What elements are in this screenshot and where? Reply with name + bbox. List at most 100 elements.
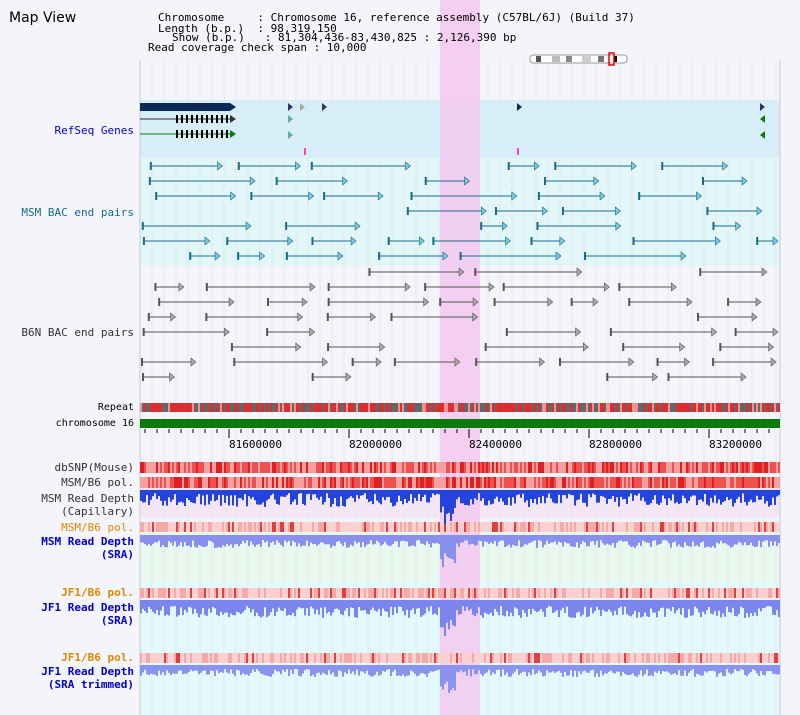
jf1-trim-depth-bar	[454, 665, 456, 691]
repeat-segment	[200, 403, 202, 412]
repeat-segment	[186, 403, 188, 412]
jf1-sra-depth-bar	[274, 600, 276, 617]
msm-sra-depth-bar	[694, 535, 696, 547]
repeat-segment	[416, 403, 418, 412]
msm-capillary-depth-bar	[566, 490, 568, 499]
msm-pol-cell	[152, 477, 154, 488]
msm-capillary-depth-bar	[498, 490, 500, 502]
b6n-bac-label[interactable]: B6N BAC end pairs	[21, 326, 134, 339]
msm-pol-cell	[520, 477, 522, 488]
msm-capillary-depth-bar	[432, 490, 434, 494]
jf1-pol-cell	[496, 588, 498, 598]
msm-pol-sra-cell	[228, 522, 230, 532]
dbsnp-cell	[556, 462, 558, 473]
msm-sra-depth-bar	[456, 535, 458, 544]
jf1-pol-cell	[776, 588, 778, 598]
jf1-sra-depth-bar	[548, 600, 550, 607]
jf1-pol-trim-cell	[166, 653, 168, 663]
msm-pol-sra-cell	[542, 522, 544, 532]
jf1-pol-trim-cell	[576, 653, 578, 663]
jf1-pol-trim-cell	[146, 653, 148, 663]
msm-b6-pol-sra-label[interactable]: MSM/B6 pol.	[61, 521, 134, 534]
msm-pol-cell	[638, 477, 640, 488]
jf1-pol-trim-cell	[194, 653, 196, 663]
msm-pol-cell	[468, 477, 470, 488]
msm-pol-sra-cell	[550, 522, 552, 532]
repeat-segment	[354, 403, 356, 412]
jf1-trim-depth-bar	[304, 665, 306, 671]
msm-pol-sra-cell	[262, 522, 264, 532]
msm-pol-sra-cell	[558, 522, 560, 532]
jf1-pol-trim-cell	[278, 653, 280, 663]
jf1-sra-depth-bar	[748, 600, 750, 618]
msm-pol-sra-cell	[572, 522, 574, 532]
msm-pol-sra-cell	[342, 522, 344, 532]
repeat-segment	[236, 403, 238, 412]
msm-depth-capillary-label[interactable]: MSM Read Depth	[41, 492, 134, 505]
msm-capillary-depth-bar	[272, 490, 274, 494]
jf1-sra-depth-bar	[436, 600, 438, 615]
dbsnp-cell	[230, 462, 232, 473]
jf1-pol-trim-cell	[238, 653, 240, 663]
jf1-trim-depth-bar	[178, 665, 180, 671]
jf1-trim-depth-bar	[476, 665, 478, 675]
repeat-segment	[712, 403, 714, 412]
jf1-pol-cell	[764, 588, 766, 598]
msm-pol-cell	[294, 477, 296, 488]
jf1-depth-trim-label[interactable]: JF1 Read Depth	[41, 665, 134, 678]
jf1-pol-trim-cell	[180, 653, 182, 663]
jf1-sra-depth-bar	[302, 600, 304, 609]
dbsnp-label[interactable]: dbSNP(Mouse)	[54, 461, 134, 474]
repeat-segment	[164, 403, 166, 412]
repeat-segment	[202, 403, 204, 412]
jf1-pol-cell	[538, 588, 540, 598]
jf1-pol-trim-cell	[558, 653, 560, 663]
jf1-pol-cell	[326, 588, 328, 598]
msm-b6-pol-label[interactable]: MSM/B6 pol.	[61, 476, 134, 489]
repeat-segment	[462, 403, 464, 412]
msm-capillary-depth-bar	[374, 490, 376, 494]
msm-capillary-depth-bar	[662, 490, 664, 496]
msm-capillary-depth-bar	[172, 490, 174, 500]
msm-pol-sra-cell	[318, 522, 320, 532]
jf1-pol-cell	[660, 588, 662, 598]
jf1-pol-cell	[220, 588, 222, 598]
jf1-sra-depth-bar	[204, 600, 206, 616]
msm-pol-sra-cell	[554, 522, 556, 532]
msm-sra-depth-bar	[762, 535, 764, 542]
msm-capillary-depth-bar	[702, 490, 704, 502]
jf1-b6-pol-trim-label[interactable]: JF1/B6 pol.	[61, 651, 134, 664]
jf1-trim-depth-bar	[184, 665, 186, 674]
jf1-b6-pol-label[interactable]: JF1/B6 pol.	[61, 586, 134, 599]
msm-pol-sra-cell	[368, 522, 370, 532]
msm-depth-sra-label[interactable]: MSM Read Depth	[41, 535, 134, 548]
msm-capillary-depth-bar	[304, 490, 306, 506]
jf1-pol-trim-cell	[608, 653, 610, 663]
dbsnp-cell	[486, 462, 488, 473]
msm-sra-depth-bar	[228, 535, 230, 546]
msm-pol-cell	[312, 477, 314, 488]
dbsnp-cell	[366, 462, 368, 473]
msm-pol-cell	[608, 477, 610, 488]
msm-pol-cell	[672, 477, 674, 488]
jf1-pol-cell	[152, 588, 154, 598]
dbsnp-cell	[328, 462, 330, 473]
refseq-genes-label[interactable]: RefSeq Genes	[54, 124, 134, 137]
msm-sra-depth-bar	[664, 535, 666, 541]
jf1-pol-cell	[626, 588, 628, 598]
msm-capillary-depth-bar	[528, 490, 530, 507]
jf1-trim-depth-bar	[436, 665, 438, 671]
msm-pol-cell	[600, 477, 602, 488]
msm-bac-label[interactable]: MSM BAC end pairs	[21, 206, 134, 219]
jf1-sra-depth-bar	[586, 600, 588, 618]
jf1-trim-depth-bar	[690, 665, 692, 671]
b6n-bac-pair-end	[575, 327, 582, 337]
dbsnp-cell	[316, 462, 318, 473]
jf1-trim-depth-bar	[664, 665, 666, 672]
jf1-pol-trim-cell	[668, 653, 670, 663]
jf1-trim-depth-bar	[296, 665, 298, 670]
jf1-pol-trim-cell	[216, 653, 218, 663]
jf1-depth-sra-label[interactable]: JF1 Read Depth	[41, 601, 134, 614]
msm-sra-depth-bar	[604, 535, 606, 546]
msm-sra-depth-bar	[712, 535, 714, 547]
